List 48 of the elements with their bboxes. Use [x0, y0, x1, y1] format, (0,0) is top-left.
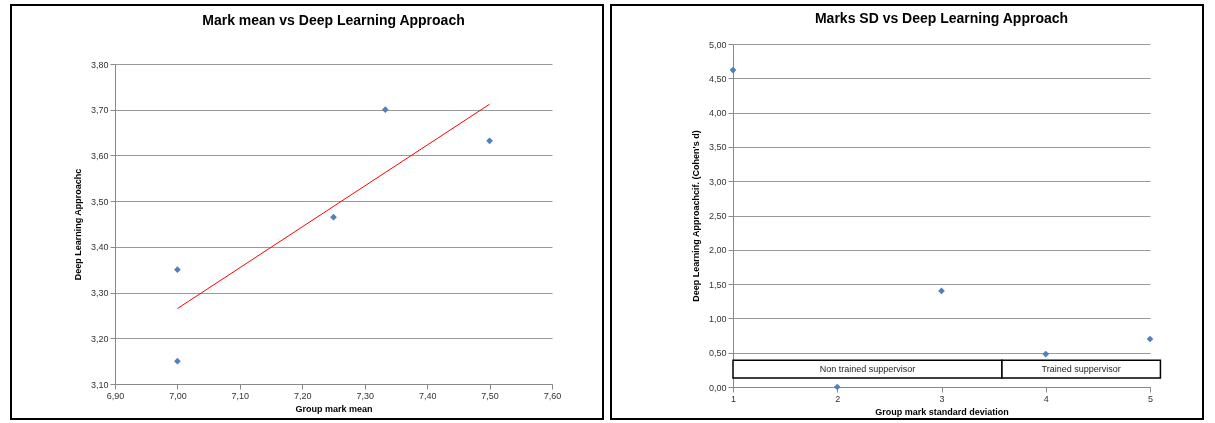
y-axis-title: Deep Learning Approachcif. (Cohen's d)	[690, 130, 701, 302]
y-tick-label: 3,00	[708, 176, 727, 187]
x-tick-label: 7,10	[231, 390, 250, 401]
x-tick-label: 5	[1147, 393, 1154, 404]
x-tick-label: 7,30	[356, 390, 374, 401]
point	[1042, 350, 1050, 358]
y-axis-title: Deep Learning Approachc	[72, 168, 83, 281]
y-tick-label: 3,10	[90, 379, 109, 390]
point	[486, 137, 493, 145]
x-axis-title: Group mark standard deviation	[875, 406, 1009, 417]
y-tick-label: 3,50	[708, 142, 727, 153]
y-tick-label: 1,50	[708, 279, 727, 290]
y-tick-label: 3,30	[90, 288, 109, 299]
y-tick-label: 1,00	[708, 313, 727, 324]
y-tick-label: 5,00	[708, 39, 727, 50]
y-tick-label: 4,00	[708, 108, 727, 119]
y-tick-label: 2,50	[708, 211, 727, 221]
x-axis-title: Group mark mean	[295, 403, 373, 414]
y-tick-label: 3,20	[90, 333, 109, 344]
x-tick-label: 7,60	[543, 390, 562, 401]
y-tick-label: 3,40	[90, 242, 109, 253]
x-tick-label: 2	[835, 393, 841, 404]
y-tick-label: 4,50	[708, 73, 727, 84]
x-tick-label: 1	[730, 393, 737, 404]
x-tick-label: 7,20	[294, 390, 312, 401]
point	[174, 357, 181, 365]
y-tick-label: 3,70	[90, 105, 109, 116]
x-tick-label: 7,50	[481, 390, 499, 401]
chart-title: Mark mean vs Deep Learning Approach	[202, 12, 465, 28]
y-tick-label: 3,60	[90, 150, 109, 161]
x-tick-label: 6,90	[106, 390, 125, 401]
y-tick-label: 0,00	[708, 382, 727, 393]
annotation: Trained suppervisor	[1041, 364, 1121, 375]
x-tick-label: 7,40	[418, 390, 437, 401]
point	[174, 266, 181, 274]
chart-title: Marks SD vs Deep Learning Approach	[814, 10, 1069, 26]
x-tick-label: 7,00	[169, 390, 187, 401]
point	[381, 106, 389, 114]
y-tick-label: 3,80	[90, 59, 109, 70]
point	[729, 66, 737, 74]
annotation: Non trained suppervisor	[819, 364, 916, 375]
x-tick-label: 3	[939, 393, 945, 404]
y-tick-label: 0,50	[708, 348, 727, 359]
y-tick-label: 3,50	[90, 196, 109, 207]
y-tick-label: 2,00	[708, 245, 727, 256]
x-tick-label: 4	[1043, 393, 1049, 404]
point	[833, 383, 841, 391]
point	[1146, 335, 1154, 343]
